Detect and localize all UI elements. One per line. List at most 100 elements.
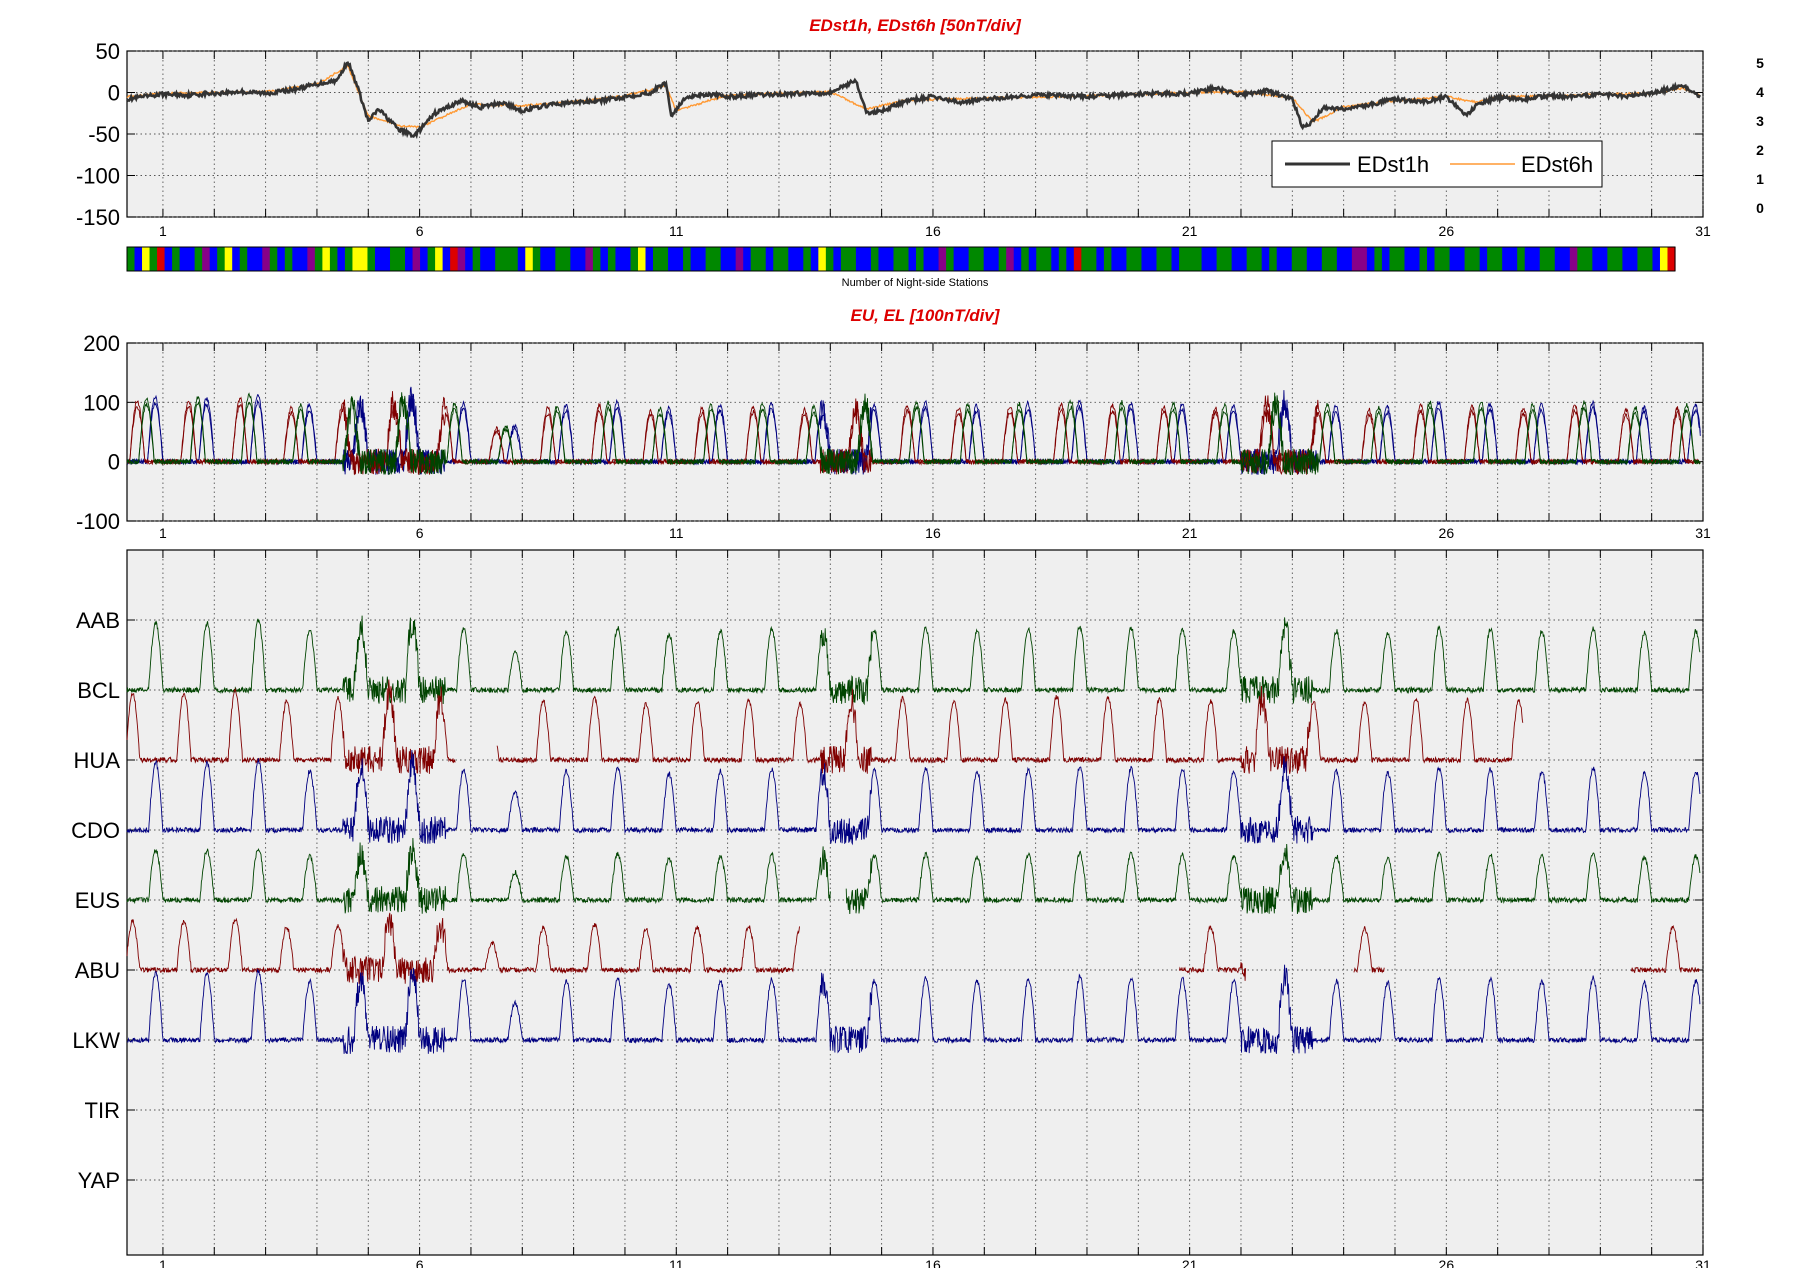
strip-segment xyxy=(1171,247,1180,271)
station-label-tir: TIR xyxy=(85,1098,120,1123)
strip-segment xyxy=(878,247,887,271)
strip-segment xyxy=(848,247,857,271)
strip-segment xyxy=(885,247,895,271)
strip-segment xyxy=(946,247,955,271)
strip-segment xyxy=(562,247,571,271)
strip-segment xyxy=(1036,247,1045,271)
strip-segment xyxy=(1111,247,1120,271)
strip-segment xyxy=(277,247,286,271)
strip-segment xyxy=(683,247,692,271)
edst-legend: EDst1h EDst6h xyxy=(1271,140,1603,188)
strip-segment xyxy=(390,247,399,271)
edst-series xyxy=(126,61,1702,140)
strip-segment xyxy=(1246,247,1255,271)
station-trace-abu xyxy=(126,964,1701,1055)
strip-segment xyxy=(773,247,782,271)
strip-segment xyxy=(1464,247,1473,271)
strip-segment xyxy=(1013,247,1022,271)
strip-segment xyxy=(1028,247,1037,271)
edst-y-ticks: 50 0 -50 -100 -150 xyxy=(76,39,120,230)
strip-segment xyxy=(1231,247,1240,271)
strip-segment xyxy=(1457,247,1466,271)
strip-label: Number of Night-side Stations xyxy=(842,277,989,289)
strip-segment xyxy=(728,247,737,271)
strip-segment xyxy=(1547,247,1556,271)
strip-segment xyxy=(495,247,504,271)
night-side-stations-strip: Number of Night-side Stations xyxy=(126,246,1676,289)
strip-segment xyxy=(803,247,812,271)
station-traces xyxy=(126,615,1701,1055)
strip-segment xyxy=(991,247,1000,271)
strip-segment xyxy=(1261,247,1270,271)
euel-ylabel-0: 0 xyxy=(108,450,120,475)
stations-xlabel-6: 6 xyxy=(416,1257,424,1268)
strip-segment xyxy=(239,247,248,271)
strip-segment xyxy=(1299,247,1308,271)
strip-segment xyxy=(1066,247,1075,271)
edst-xlabel-16: 16 xyxy=(925,223,941,239)
strip-segment xyxy=(1314,247,1323,271)
strip-segment xyxy=(1622,247,1631,271)
strip-segment xyxy=(1344,247,1353,271)
strip-segment xyxy=(705,247,714,271)
strip-segment xyxy=(637,247,647,271)
station-label-lkw: LKW xyxy=(72,1028,120,1053)
strip-segment xyxy=(743,247,752,271)
strip-segment xyxy=(1494,247,1503,271)
edst-line-edst1h xyxy=(126,61,1702,140)
strip-segment xyxy=(487,247,496,271)
strip-segment xyxy=(1644,247,1654,271)
strip-segment xyxy=(450,247,459,271)
strip-segment xyxy=(998,247,1007,271)
strip-segment xyxy=(1584,247,1593,271)
strip-segment xyxy=(1051,247,1060,271)
station-trace-hua xyxy=(126,749,1701,846)
legend-label-edst1h: EDst1h xyxy=(1357,152,1429,177)
strip-segment xyxy=(1239,247,1248,271)
strip-segment xyxy=(262,247,271,271)
strip-segment xyxy=(555,247,564,271)
stations-xlabel-21: 21 xyxy=(1182,1257,1198,1268)
strip-segment xyxy=(660,247,669,271)
station-label-cdo: CDO xyxy=(71,818,120,843)
station-label-yap: YAP xyxy=(78,1168,120,1193)
eu-el-trace xyxy=(126,395,1701,476)
strip-segment xyxy=(976,247,985,271)
strip-segment xyxy=(1254,247,1263,271)
strip-segment xyxy=(247,247,256,271)
strip-segment xyxy=(1194,247,1203,271)
strip-segment xyxy=(525,247,534,271)
strip-segment xyxy=(713,247,722,271)
station-label-abu: ABU xyxy=(75,958,120,983)
strip-segment xyxy=(668,247,677,271)
stations-xlabel-1: 1 xyxy=(159,1257,167,1268)
edst-ylabel-0: 0 xyxy=(108,81,120,106)
strip-segment xyxy=(172,247,181,271)
edst-ylabel--100: -100 xyxy=(76,164,120,189)
strip-segment xyxy=(810,247,819,271)
strip-segment xyxy=(465,247,474,271)
strip-segment xyxy=(1381,247,1391,271)
stations-xlabel-16: 16 xyxy=(925,1257,941,1268)
strip-segment xyxy=(1419,247,1428,271)
strip-segment xyxy=(314,247,323,271)
strip-segment xyxy=(254,247,263,271)
strip-segment xyxy=(795,247,804,271)
strip-segment xyxy=(1411,247,1421,271)
strip-segment xyxy=(1569,247,1578,271)
strip-segment xyxy=(1021,247,1030,271)
strip-segment xyxy=(983,247,992,271)
station-trace-aab xyxy=(126,615,1701,706)
strip-segment xyxy=(194,247,203,271)
strip-segment xyxy=(577,247,586,271)
edst-xlabel-21: 21 xyxy=(1182,223,1198,239)
strip-segment xyxy=(352,247,361,271)
strip-segment xyxy=(1374,247,1383,271)
strip-segment xyxy=(480,247,489,271)
strip-segment xyxy=(284,247,293,271)
strip-segment xyxy=(968,247,977,271)
eu-el-title: EU, EL [100nT/div] xyxy=(851,306,1001,325)
strip-segment xyxy=(908,247,917,271)
strip-segment xyxy=(540,247,549,271)
